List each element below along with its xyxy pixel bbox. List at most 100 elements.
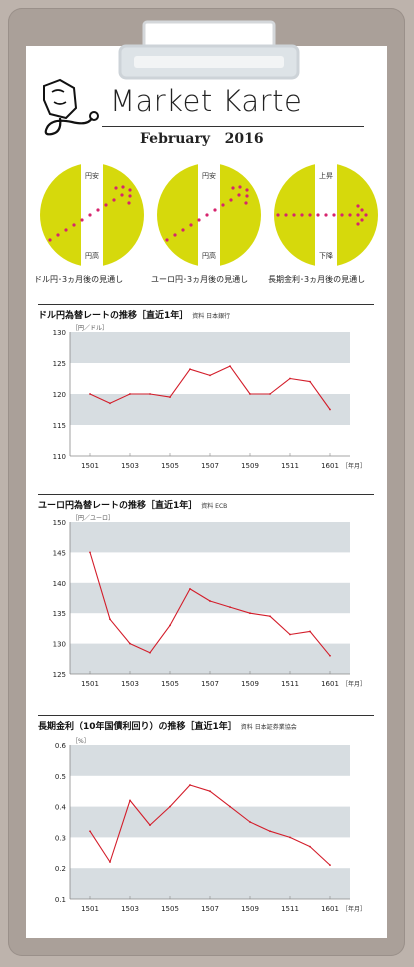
gauge-eurjpy-arrow (165, 185, 249, 242)
gauge-eurjpy-top: 円安 (202, 171, 216, 180)
chart-jgb10y-band (70, 806, 350, 838)
chart-jgb10y-ytick: 0.4 (55, 804, 67, 812)
outlook-gauges: 円安 円高 ドル円･3ヵ月後の見通し 円安 円高 ユーロ円･3ヵ月後の見通し (34, 160, 378, 295)
chart-usdjpy-point (129, 393, 131, 395)
chart-eurjpy-point (249, 612, 251, 615)
chart-jgb10y-ytick: 0.3 (55, 834, 66, 842)
chart-usdjpy-point (289, 377, 291, 380)
chart-usdjpy-unit: ［円／ドル］ (72, 325, 108, 332)
gauge-usdjpy-top: 円安 (85, 171, 99, 180)
chart-eurjpy-ytick: 140 (53, 580, 66, 588)
gauge-usdjpy-arrow (48, 185, 132, 242)
chart-eurjpy: ユーロ円為替レートの推移［直近1年］ 資料 ECB 150 145 140 135 130… (38, 494, 376, 693)
gauge-eurjpy-dial: 円安 円高 (157, 163, 261, 267)
chart-usdjpy-point (209, 374, 211, 377)
chart-jgb10y-xtick: 1503 (121, 905, 139, 913)
chart-jgb10y-point (169, 805, 171, 808)
gauge-eurjpy-bottom: 円高 (202, 251, 216, 260)
chart-jgb10y-ytick: 0.5 (55, 773, 66, 781)
gauge-usdjpy-caption: ドル円･3ヵ月後の見通し (34, 275, 124, 284)
chart-jgb10y-heading: 長期金利（10年国債利回り）の推移［直近1年］ 資料 日本証券業協会 (38, 719, 297, 732)
chart-usdjpy-ytick: 130 (53, 329, 66, 337)
chart-usdjpy-ytick: 110 (53, 453, 66, 461)
chart-usdjpy-point (109, 402, 111, 405)
chart-usdjpy-plot: 130 125 120 115 110 ［円／ドル］ 1501 1503 1505 1507 150… (53, 325, 366, 470)
chart-usdjpy: ドル円為替レートの推移［直近1年］ 資料 日本銀行 130 125 120 115 110… (38, 304, 376, 478)
chart-eurjpy-point (329, 654, 331, 657)
chart-usdjpy-ytick: 120 (53, 391, 66, 399)
chart-jgb10y-point (269, 830, 271, 833)
chart-jgb10y-xtick: 1511 (281, 905, 299, 913)
chart-eurjpy-ytick: 150 (53, 519, 66, 527)
chart-eurjpy-xtick: 1509 (241, 680, 259, 688)
chart-eurjpy-rule (38, 494, 374, 495)
chart-jgb10y-point (149, 824, 151, 826)
chart-eurjpy-point (169, 624, 171, 627)
chart-usdjpy-xtick: 1511 (281, 462, 299, 470)
gauge-usdjpy: 円安 円高 ドル円･3ヵ月後の見通し (34, 160, 146, 284)
chart-jgb10y-ytick: 0.1 (55, 896, 66, 904)
chart-usdjpy-xtick: 1509 (241, 462, 259, 470)
gauge-eurjpy: 円安 円高 ユーロ円･3ヵ月後の見通し (151, 160, 263, 284)
chart-eurjpy-point (309, 630, 311, 633)
chart-eurjpy-band (70, 643, 350, 674)
chart-usdjpy-point (89, 393, 91, 395)
chart-eurjpy-xtick: 1511 (281, 680, 299, 688)
issue-year: 2016 (224, 131, 264, 147)
chart-usdjpy-xtick: 1601 (321, 462, 339, 470)
chart-jgb10y-ytick: 0.2 (55, 865, 66, 873)
chart-eurjpy-xtick: 1507 (201, 680, 219, 688)
chart-jgb10y-point (249, 821, 251, 823)
gauge-eurjpy-caption: ユーロ円･3ヵ月後の見通し (151, 275, 249, 284)
chart-eurjpy-band (70, 522, 350, 553)
chart-usdjpy-rule (38, 304, 374, 305)
chart-eurjpy-point (209, 600, 211, 602)
chart-eurjpy-ytick: 125 (53, 671, 66, 679)
chart-usdjpy-band (70, 394, 350, 425)
chart-usdjpy-xunit: ［年月］ (342, 462, 366, 470)
gauge-jgb-top: 上昇 (319, 171, 333, 180)
chart-usdjpy-title: ドル円為替レートの推移［直近1年］ (38, 311, 189, 321)
chart-eurjpy-point (269, 615, 271, 618)
chart-usdjpy-source: 資料 日本銀行 (192, 313, 231, 320)
chart-jgb10y: 長期金利（10年国債利回り）の推移［直近1年］ 資料 日本証券業協会 0.6 0.5… (38, 715, 376, 919)
chart-jgb10y-ytick: 0.6 (55, 742, 67, 750)
chart-jgb10y-point (129, 799, 131, 802)
chart-jgb10y-point (189, 784, 191, 786)
clipboard-clip (118, 20, 300, 80)
chart-eurjpy-plot: 150 145 140 135 130 125 ［円／ユーロ］ 1501 1503 1505 150… (53, 515, 366, 688)
chart-eurjpy-source: 資料 ECB (201, 503, 228, 510)
gauge-jgb-bottom: 下降 (319, 251, 333, 260)
chart-usdjpy-point (329, 408, 331, 411)
gauge-jgb-dial: 上昇 下降 (274, 163, 378, 267)
chart-usdjpy-ytick: 115 (53, 422, 66, 430)
chart-eurjpy-ytick: 135 (53, 610, 66, 618)
chart-jgb10y-xtick: 1505 (161, 905, 179, 913)
chart-eurjpy-point (229, 606, 231, 609)
title-rule (102, 126, 364, 127)
chart-eurjpy-xtick: 1601 (321, 680, 339, 688)
chart-eurjpy-unit: ［円／ユーロ］ (72, 515, 114, 522)
chart-jgb10y-xunit: ［年月］ (342, 905, 366, 913)
chart-eurjpy-band (70, 582, 350, 614)
chart-jgb10y-point (229, 805, 231, 808)
chart-jgb10y-point (109, 861, 111, 863)
page-title: Market Karte (110, 84, 303, 118)
chart-jgb10y-point (329, 864, 331, 867)
chart-jgb10y-source: 資料 日本証券業協会 (240, 724, 297, 731)
chart-jgb10y-rule (38, 715, 374, 716)
report-header: Market Karte February 2016 (36, 78, 366, 158)
chart-jgb10y-band (70, 868, 350, 899)
chart-jgb10y-point (309, 845, 311, 848)
chart-usdjpy-point (229, 365, 231, 367)
chart-eurjpy-xtick: 1503 (121, 680, 139, 688)
chart-usdjpy-xtick: 1501 (81, 462, 99, 470)
chart-eurjpy-point (289, 633, 291, 636)
chart-eurjpy-ytick: 130 (53, 641, 66, 649)
issue-date: February 2016 (140, 131, 264, 147)
chart-usdjpy-band (70, 332, 350, 363)
chart-eurjpy-xtick: 1505 (161, 680, 179, 688)
chart-usdjpy-point (169, 396, 171, 398)
chart-usdjpy-point (249, 393, 251, 395)
chart-jgb10y-xtick: 1601 (321, 905, 339, 913)
